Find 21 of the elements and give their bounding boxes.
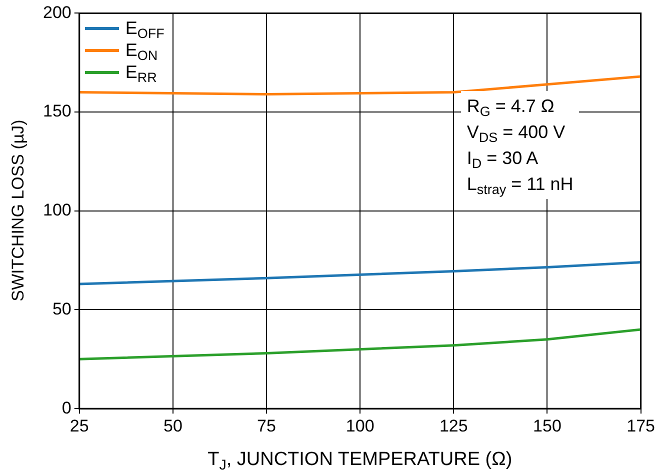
x-tick-label: 150 [533, 416, 562, 436]
y-tick-label: 200 [42, 2, 72, 22]
legend-label: E$_{OFF}$ [125, 18, 164, 42]
y-tick-label: 100 [42, 200, 72, 220]
x-axis-title: T$_{J}$, JUNCTION TEMPERATURE (Ω) [208, 449, 512, 474]
y-axis-title: SWITCHING LOSS (µJ) [8, 120, 28, 302]
annotation: I$_{D}$ = 30 A [466, 147, 540, 172]
x-tick-label: 100 [346, 416, 374, 436]
x-tick-label: 125 [439, 416, 468, 436]
annotation: V$_{DS}$ = 400 V [466, 121, 566, 146]
y-tick-label: 0 [62, 398, 72, 418]
x-tick-label: 75 [257, 416, 276, 436]
annotation: R$_{G}$ = 4.7 Ω [466, 95, 556, 120]
x-tick-label: 25 [70, 416, 89, 436]
x-tick-label: 175 [626, 416, 656, 436]
y-tick-label: 150 [42, 102, 72, 121]
x-tick-label: 50 [163, 416, 182, 436]
annotation: L$_{stray}$ = 11 nH [466, 173, 574, 198]
legend-label: E$_{RR}$ [125, 62, 157, 86]
y-tick-label: 50 [52, 299, 72, 318]
legend-label: E$_{ON}$ [125, 40, 158, 64]
